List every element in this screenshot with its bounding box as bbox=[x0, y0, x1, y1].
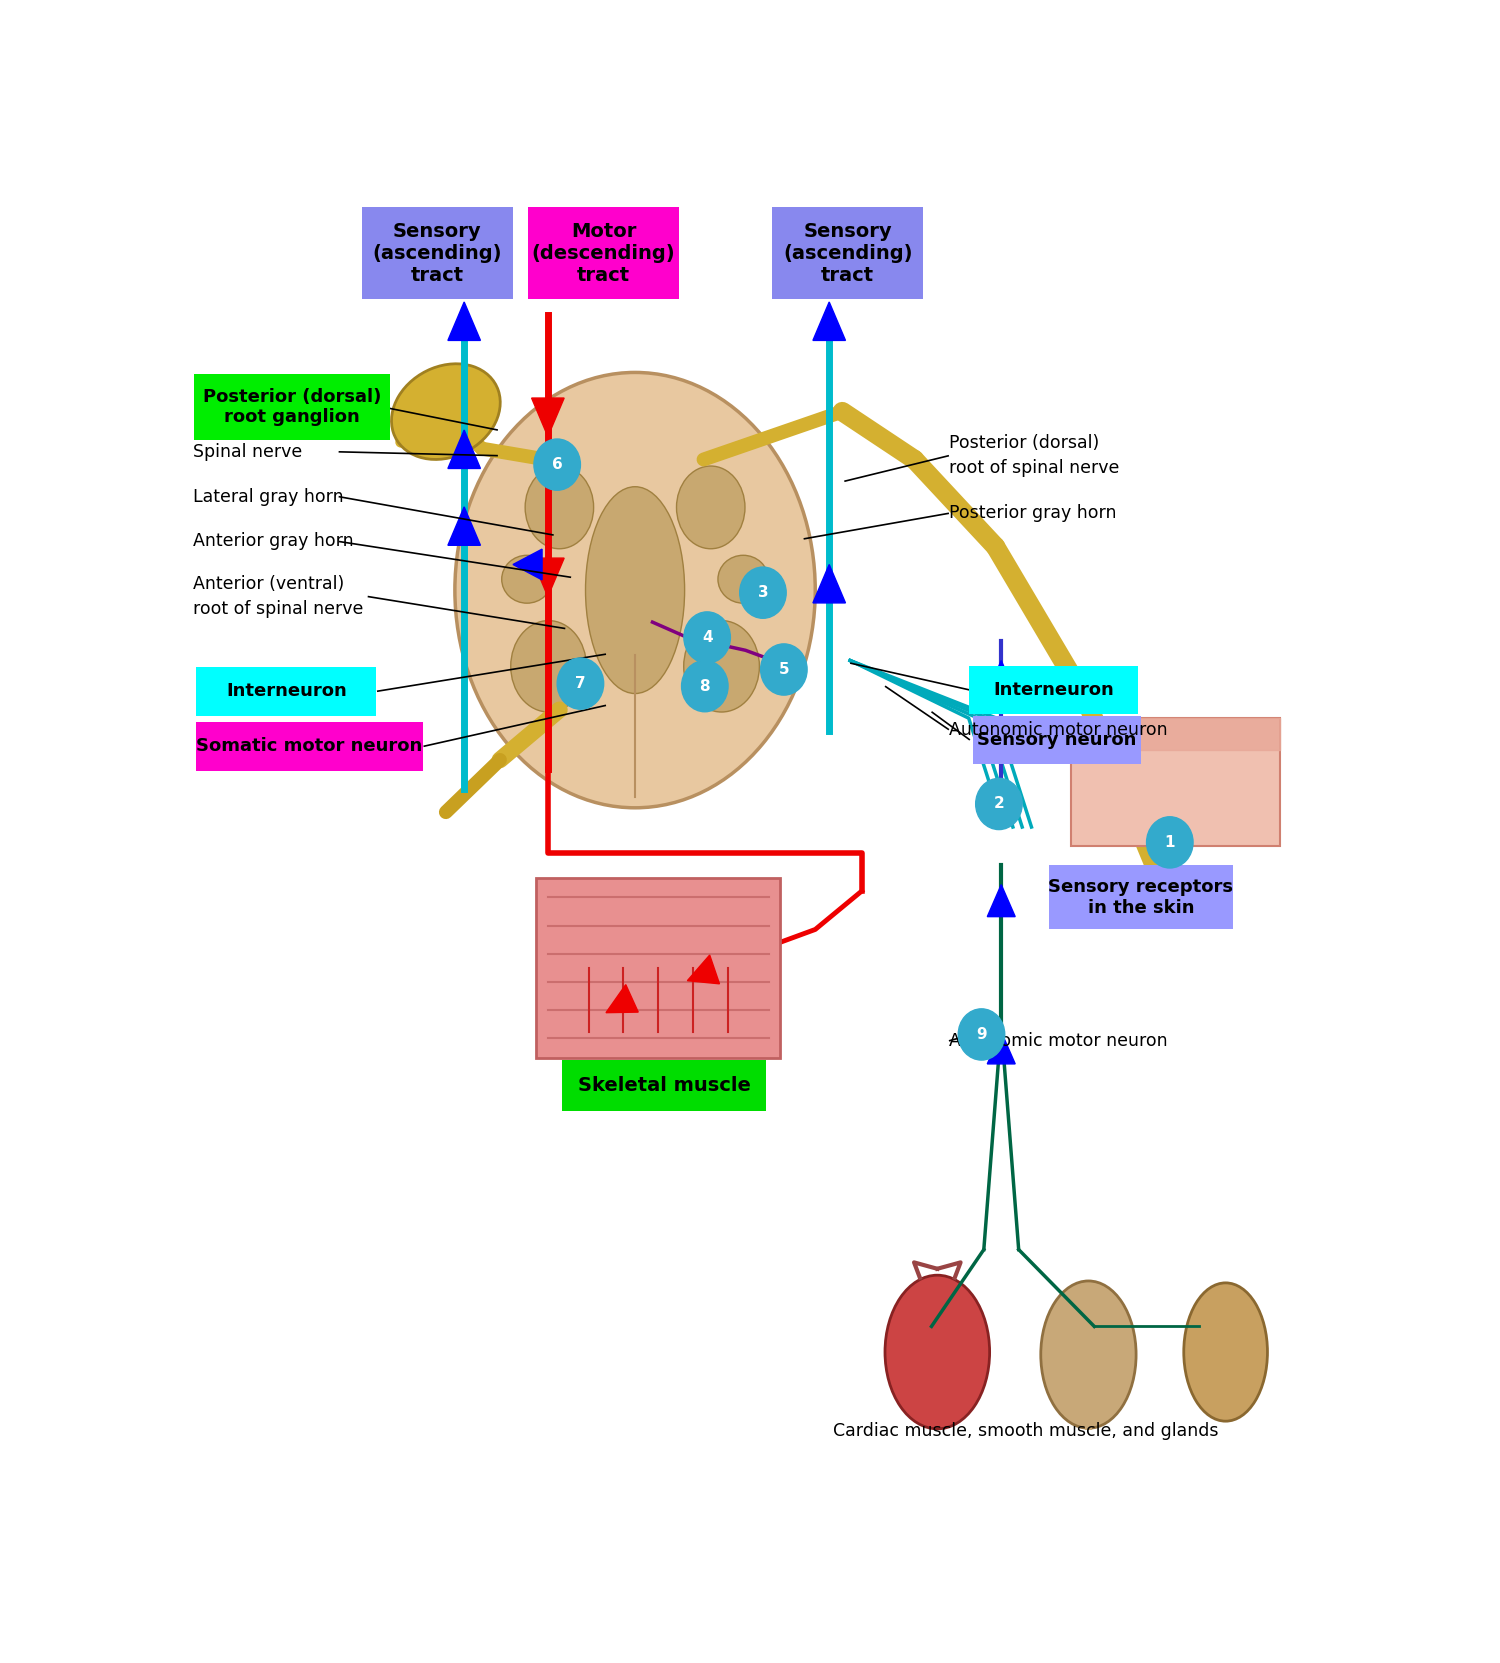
FancyBboxPatch shape bbox=[537, 878, 780, 1058]
Polygon shape bbox=[448, 303, 480, 341]
Text: Cardiac muscle, smooth muscle, and glands: Cardiac muscle, smooth muscle, and gland… bbox=[833, 1422, 1218, 1440]
Text: 2: 2 bbox=[993, 797, 1005, 812]
Polygon shape bbox=[448, 507, 480, 545]
Text: Posterior gray horn: Posterior gray horn bbox=[950, 504, 1116, 522]
Circle shape bbox=[760, 644, 807, 695]
Text: Anterior gray horn: Anterior gray horn bbox=[194, 532, 354, 550]
Ellipse shape bbox=[454, 373, 816, 808]
Circle shape bbox=[681, 660, 728, 712]
Polygon shape bbox=[606, 984, 638, 1013]
Polygon shape bbox=[987, 885, 1016, 916]
FancyBboxPatch shape bbox=[772, 208, 924, 299]
Text: Interneuron: Interneuron bbox=[993, 680, 1114, 698]
FancyBboxPatch shape bbox=[969, 665, 1138, 715]
Text: Autonomic motor neuron: Autonomic motor neuron bbox=[950, 1031, 1167, 1049]
FancyBboxPatch shape bbox=[562, 1059, 766, 1111]
Text: 4: 4 bbox=[702, 630, 712, 645]
Text: 7: 7 bbox=[574, 677, 585, 692]
Text: Sensory neuron: Sensory neuron bbox=[978, 732, 1137, 748]
FancyBboxPatch shape bbox=[362, 208, 513, 299]
Ellipse shape bbox=[718, 555, 768, 604]
Text: Posterior (dorsal): Posterior (dorsal) bbox=[950, 434, 1100, 452]
Text: Somatic motor neuron: Somatic motor neuron bbox=[196, 737, 423, 755]
Ellipse shape bbox=[501, 555, 552, 604]
Circle shape bbox=[958, 1009, 1005, 1059]
Ellipse shape bbox=[392, 364, 500, 459]
Text: Sensory
(ascending)
tract: Sensory (ascending) tract bbox=[783, 221, 912, 284]
Ellipse shape bbox=[510, 620, 586, 712]
Text: 5: 5 bbox=[778, 662, 789, 677]
Text: Spinal nerve: Spinal nerve bbox=[194, 442, 303, 461]
Text: Sensory
(ascending)
tract: Sensory (ascending) tract bbox=[372, 221, 502, 284]
FancyBboxPatch shape bbox=[974, 715, 1142, 765]
Text: 3: 3 bbox=[758, 585, 768, 600]
Text: Anterior (ventral): Anterior (ventral) bbox=[194, 575, 345, 592]
Text: 9: 9 bbox=[976, 1028, 987, 1043]
Text: Skeletal muscle: Skeletal muscle bbox=[578, 1076, 750, 1096]
Ellipse shape bbox=[684, 620, 759, 712]
Ellipse shape bbox=[585, 487, 684, 693]
Circle shape bbox=[975, 778, 1022, 830]
Circle shape bbox=[740, 567, 786, 619]
Polygon shape bbox=[987, 660, 1016, 692]
Circle shape bbox=[1146, 817, 1192, 868]
Polygon shape bbox=[448, 431, 480, 469]
Ellipse shape bbox=[1041, 1281, 1136, 1429]
Circle shape bbox=[684, 612, 730, 664]
Polygon shape bbox=[513, 549, 542, 580]
Text: 1: 1 bbox=[1164, 835, 1174, 850]
FancyBboxPatch shape bbox=[1048, 865, 1233, 930]
FancyBboxPatch shape bbox=[196, 722, 423, 770]
Circle shape bbox=[534, 439, 580, 491]
FancyBboxPatch shape bbox=[196, 667, 376, 715]
Ellipse shape bbox=[525, 466, 594, 549]
Polygon shape bbox=[687, 955, 720, 984]
Ellipse shape bbox=[676, 466, 746, 549]
Text: 8: 8 bbox=[699, 679, 709, 693]
Polygon shape bbox=[813, 564, 846, 604]
Text: root of spinal nerve: root of spinal nerve bbox=[194, 600, 363, 619]
Polygon shape bbox=[531, 397, 564, 436]
Text: Sensory receptors
in the skin: Sensory receptors in the skin bbox=[1048, 878, 1233, 916]
FancyBboxPatch shape bbox=[528, 208, 680, 299]
Text: root of spinal nerve: root of spinal nerve bbox=[950, 459, 1119, 477]
FancyBboxPatch shape bbox=[1071, 718, 1280, 846]
Text: 6: 6 bbox=[552, 457, 562, 472]
FancyBboxPatch shape bbox=[195, 374, 390, 441]
Text: Autonomic motor neuron: Autonomic motor neuron bbox=[950, 720, 1167, 738]
Ellipse shape bbox=[1184, 1282, 1268, 1422]
Text: Motor
(descending)
tract: Motor (descending) tract bbox=[532, 221, 675, 284]
Polygon shape bbox=[987, 1031, 1016, 1064]
Circle shape bbox=[556, 659, 603, 708]
Text: Posterior (dorsal)
root ganglion: Posterior (dorsal) root ganglion bbox=[202, 387, 381, 426]
Ellipse shape bbox=[885, 1276, 990, 1429]
Text: Interneuron: Interneuron bbox=[226, 682, 346, 700]
Text: Lateral gray horn: Lateral gray horn bbox=[194, 487, 344, 506]
Polygon shape bbox=[813, 303, 846, 341]
Polygon shape bbox=[531, 559, 564, 597]
